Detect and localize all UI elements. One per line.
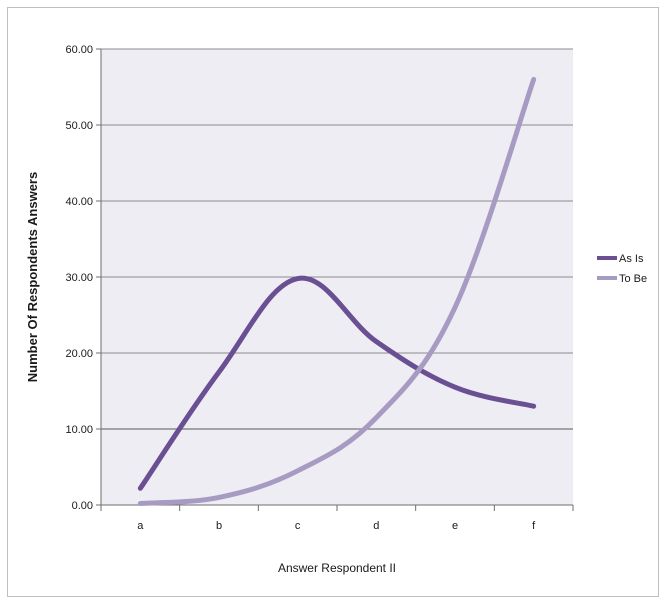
x-axis-label: Answer Respondent II	[278, 561, 396, 575]
legend-label-to-be: To Be	[619, 273, 647, 285]
y-tick-label-6: 60.00	[65, 44, 93, 56]
y-tick-label-3: 30.00	[65, 272, 93, 284]
chart-frame: 0.00 10.00 20.00 30.00 40.00 50.00 60.00 a b c d e…	[7, 7, 659, 597]
x-tick-label-a: a	[137, 520, 144, 532]
x-tick-label-d: d	[373, 520, 379, 532]
x-tick-label-f: f	[532, 520, 536, 532]
legend: As Is To Be	[597, 253, 647, 285]
x-tick-label-c: c	[295, 520, 301, 532]
y-tick-label-4: 40.00	[65, 196, 93, 208]
series-group	[137, 76, 537, 506]
axes	[96, 48, 574, 511]
legend-label-as-is: As Is	[619, 253, 644, 265]
x-tick-label-e: e	[452, 520, 458, 532]
y-tick-label-2: 20.00	[65, 348, 93, 360]
x-tick-label-b: b	[216, 520, 222, 532]
y-tick-label-1: 10.00	[65, 424, 93, 436]
y-axis-label: Number Of Respondents Answers	[25, 172, 40, 382]
chart-svg: 0.00 10.00 20.00 30.00 40.00 50.00 60.00 a b c d e…	[25, 44, 647, 575]
y-tick-label-0: 0.00	[72, 500, 93, 512]
y-tick-labels: 0.00 10.00 20.00 30.00 40.00 50.00 60.00	[65, 44, 93, 512]
y-tick-label-5: 50.00	[65, 120, 93, 132]
series-line-as-is	[137, 275, 537, 491]
x-tick-labels: a b c d e f	[137, 520, 536, 532]
